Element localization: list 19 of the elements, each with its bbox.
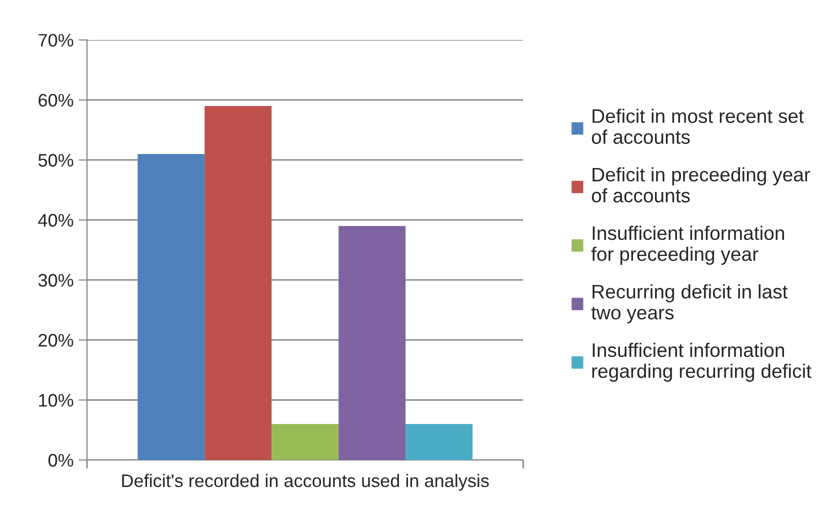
y-tick-label: 20% (38, 334, 74, 347)
x-tick-label: Deficit's recorded in accounts used in analysis (122, 474, 489, 491)
y-tick-label: 0% (48, 454, 74, 467)
legend-label: Insufficient information regarding recurring deficit (592, 342, 812, 382)
bar (272, 424, 339, 460)
bar (406, 424, 473, 460)
legend-label: Recurring deficit in last two years (591, 284, 788, 324)
y-tick-label: 70% (38, 34, 74, 47)
bar (204, 106, 272, 460)
bar (338, 226, 406, 460)
y-tick-label: 40% (38, 214, 74, 227)
legend-label: Deficit in preceeding year of accounts (592, 167, 810, 202)
y-tick-label: 10% (39, 394, 74, 407)
y-tick-label: 30% (38, 274, 74, 287)
legend-label: Insufficient information for preceeding year (591, 226, 784, 265)
y-tick-label: 60% (38, 94, 74, 107)
y-tick-label: 50% (38, 154, 74, 167)
bar (138, 154, 205, 460)
legend-label: Deficit in most recent set of accounts (592, 108, 804, 144)
